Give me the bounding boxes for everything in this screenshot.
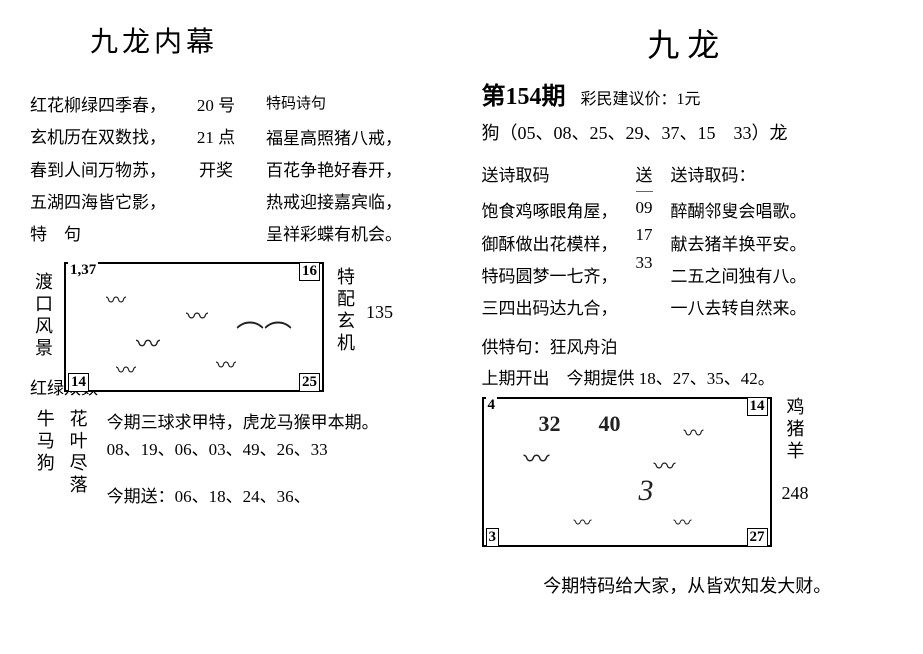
poemR-header: 送诗取码：: [671, 160, 807, 192]
left-side-number: 135: [366, 302, 393, 323]
corner-bl: 3: [486, 528, 500, 547]
z: 落: [68, 475, 88, 497]
z: 尽: [68, 453, 88, 475]
poemL-header: 送诗取码: [482, 160, 618, 192]
z: 牛: [35, 409, 55, 431]
corner-tr: 16: [299, 262, 320, 281]
left-mid-numbers: 20 号 21 点 开奖: [186, 90, 246, 252]
tip-line1: 今期三球求甲特，虎龙马猴甲本期。: [107, 409, 379, 436]
corner-bl: 14: [68, 373, 89, 392]
z: 马: [35, 431, 55, 453]
supply-row: 供特句：狂风舟泊: [482, 333, 894, 358]
scribble: 〰: [684, 417, 704, 446]
left-sketch-area: 渡口风景 1,37 16 14 25 〰 〰 〰 ⌒⌒ 〰 〰 特配玄机 135: [30, 262, 442, 392]
poem2-line: 热戒迎接嘉宾临，: [266, 187, 402, 219]
corner-br: 27: [747, 528, 768, 547]
mid-row: 开奖: [186, 155, 246, 187]
z: 叶: [68, 431, 88, 453]
poemR-col: 送诗取码： 醉醐邻叟会唱歌。 献去猪羊换平安。 二五之间独有八。 一八去转自然来…: [671, 160, 807, 325]
right-side-num: 248: [782, 483, 809, 504]
left-side-vert-label: 渡口风景: [30, 272, 56, 360]
send-row: 今期送：06、18、24、36、: [107, 483, 379, 510]
zodiac-columns: 牛马狗 花叶尽落: [30, 409, 92, 511]
scribble: 32: [539, 411, 561, 437]
scribble: 〰: [674, 509, 692, 535]
scribble: 〰: [106, 284, 126, 313]
tip-block: 今期三球求甲特，虎龙马猴甲本期。 08、19、06、03、49、26、33 今期…: [107, 409, 379, 511]
song-num: 17: [636, 221, 653, 248]
footer-note: 今期特码给大家，从皆欢知发大财。: [482, 572, 894, 598]
scribble: 〰: [574, 509, 592, 535]
scribble: 〰: [186, 299, 208, 331]
zodiac-col2: 花叶尽落: [63, 409, 92, 511]
poem2-line: 呈祥彩蝶有机会。: [266, 219, 402, 251]
scribble: ⌒⌒: [236, 314, 292, 354]
scribble: 〰: [136, 324, 160, 359]
poemL-line: 饱食鸡啄眼角屋，: [482, 196, 618, 228]
song-box: 送 09 17 33: [630, 160, 659, 325]
prev-row: 上期开出 今期提供 18、27、35、42。: [482, 364, 894, 389]
song-num: 33: [636, 249, 653, 276]
song-num: 09: [636, 194, 653, 221]
poemL-line: 三四出码达九合，: [482, 293, 618, 325]
left-sketch-box: 1,37 16 14 25 〰 〰 〰 ⌒⌒ 〰 〰: [64, 262, 324, 392]
scribble: 〰: [216, 349, 236, 378]
z: 花: [68, 409, 88, 431]
left-body: 红花柳绿四季春， 玄机历在双数找， 春到人间万物苏， 五湖四海皆它影， 特 句 …: [30, 90, 442, 252]
tip-line2: 08、19、06、03、49、26、33: [107, 436, 379, 463]
corner-tl: 1,37: [68, 262, 98, 279]
right-side-vert-label: 特配玄机: [332, 267, 358, 355]
right-sketch-box: 4 14 3 27 32 40 〰 〰 〰 3 〰 〰: [482, 397, 772, 547]
poem1-line: 玄机历在双数找，: [30, 122, 166, 154]
z: 狗: [35, 453, 55, 475]
issue-number: 第154期: [482, 84, 566, 110]
poem1-line: 五湖四海皆它影，: [30, 187, 166, 219]
mid-row: 21 点: [186, 122, 246, 154]
scribble: 3: [639, 474, 654, 508]
price-label: 彩民建议价：1元: [581, 91, 701, 108]
mid-row: 20 号: [186, 90, 246, 122]
left-title: 九龙内幕: [90, 20, 442, 60]
poemR-line: 一八去转自然来。: [671, 293, 807, 325]
scribble: 〰: [524, 439, 550, 476]
right-body: 送诗取码 饱食鸡啄眼角屋， 御酥做出花模样， 特码圆梦一七齐， 三四出码达九合，…: [482, 160, 894, 325]
scribble: 40: [599, 411, 621, 437]
poemL-col: 送诗取码 饱食鸡啄眼角屋， 御酥做出花模样， 特码圆梦一七齐， 三四出码达九合，: [482, 160, 618, 325]
right-side-col: 鸡猪羊 248: [782, 397, 809, 504]
left-below-sketch: 牛马狗 花叶尽落 今期三球求甲特，虎龙马猴甲本期。 08、19、06、03、49…: [30, 409, 442, 511]
zodiac-col1: 牛马狗: [30, 409, 59, 511]
zodiac-row: 狗（05、08、25、29、37、15 33）龙: [482, 119, 894, 145]
poemL-line: 御酥做出花模样，: [482, 229, 618, 261]
right-side-vert: 鸡猪羊: [782, 397, 808, 463]
poemL-line: 特码圆梦一七齐，: [482, 261, 618, 293]
left-poem1: 红花柳绿四季春， 玄机历在双数找， 春到人间万物苏， 五湖四海皆它影， 特 句: [30, 90, 166, 252]
poem1-line: 红花柳绿四季春，: [30, 90, 166, 122]
poem2-line: 百花争艳好春开，: [266, 155, 402, 187]
poem1-line: 春到人间万物苏，: [30, 155, 166, 187]
poemR-line: 醉醐邻叟会唱歌。: [671, 196, 807, 228]
issue-row: 第154期 彩民建议价：1元: [482, 76, 894, 111]
corner-tr: 14: [747, 397, 768, 416]
corner-tl: 4: [486, 397, 498, 414]
right-title: 九龙: [482, 20, 894, 66]
poemR-line: 献去猪羊换平安。: [671, 229, 807, 261]
right-sketch-area: 4 14 3 27 32 40 〰 〰 〰 3 〰 〰 鸡猪羊 248: [482, 397, 894, 547]
left-poem2: 特码诗句 福星高照猪八戒， 百花争艳好春开， 热戒迎接嘉宾临， 呈祥彩蝶有机会。: [266, 90, 402, 252]
corner-br: 25: [299, 373, 320, 392]
poem2-line: 福星高照猪八戒，: [266, 123, 402, 155]
poem2-label: 特码诗句: [266, 90, 402, 119]
scribble: 〰: [654, 449, 676, 481]
song-header: 送: [636, 162, 653, 192]
scribble: 〰: [116, 354, 136, 383]
teju-label: 特 句: [30, 219, 166, 251]
poemR-line: 二五之间独有八。: [671, 261, 807, 293]
